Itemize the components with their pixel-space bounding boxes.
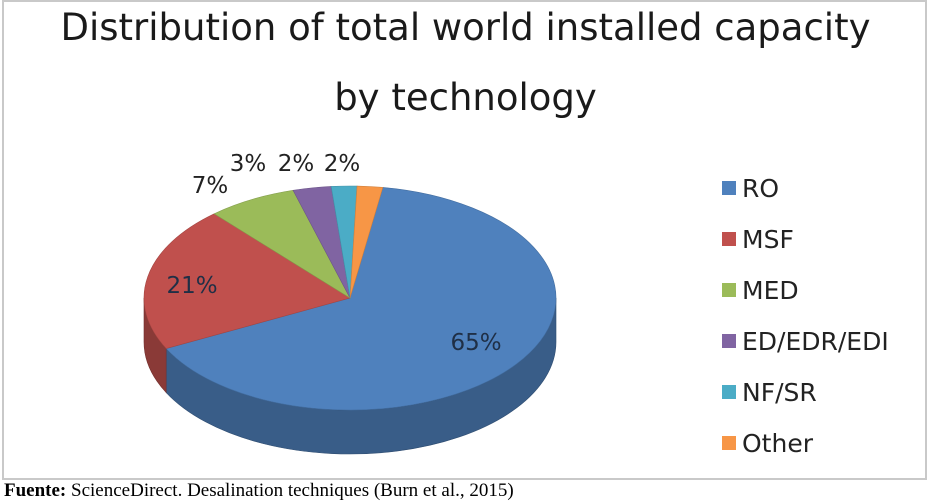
data-label-ro: 65%: [450, 330, 501, 356]
legend-swatch-msf: [722, 232, 736, 246]
caption-label: Fuente:: [4, 480, 67, 501]
pie-slice-other: [349, 185, 384, 299]
legend-swatch-med: [722, 283, 736, 297]
legend-label-msf: MSF: [742, 224, 794, 254]
legend-swatch-ro: [722, 181, 736, 195]
data-label-nf-sr: 2%: [278, 151, 315, 177]
legend-item-ro: RO: [722, 168, 779, 208]
pie-chart: 65% 21% 7%3% 2% 2%: [143, 151, 557, 455]
legend-label-nf-sr: NF/SR: [742, 377, 817, 407]
legend-label-ed-edr-edi: ED/EDR/EDI: [742, 326, 889, 356]
pie-slice-msf: [143, 213, 351, 349]
chart-title-line-2: by technology: [334, 76, 597, 119]
legend-item-nf-sr: NF/SR: [722, 372, 817, 412]
data-label-other: 2%: [324, 151, 361, 177]
legend-swatch-other: [722, 436, 736, 450]
data-label-msf: 21%: [166, 273, 217, 299]
legend-label-ro: RO: [742, 173, 780, 203]
data-label-med: 7%: [192, 173, 229, 199]
legend-swatch-ed-edr-edi: [722, 334, 736, 348]
legend-swatch-nf-sr: [722, 385, 736, 399]
pie-slice-ro: [165, 187, 557, 411]
legend-item-other: Other: [722, 423, 813, 463]
data-label-ed-edr-edi: 3%: [230, 151, 267, 177]
chart-title-line-1: Distribution of total world installed ca…: [60, 6, 871, 49]
legend-item-msf: MSF: [722, 219, 794, 259]
legend-item-med: MED: [722, 270, 799, 310]
legend-label-med: MED: [742, 275, 799, 305]
legend-item-ed-edr-edi: ED/EDR/EDI: [722, 321, 889, 361]
source-caption: Fuente: ScienceDirect. Desalination tech…: [4, 480, 514, 502]
caption-text: ScienceDirect. Desalination techniques (…: [66, 480, 514, 501]
legend-label-other: Other: [742, 428, 813, 458]
